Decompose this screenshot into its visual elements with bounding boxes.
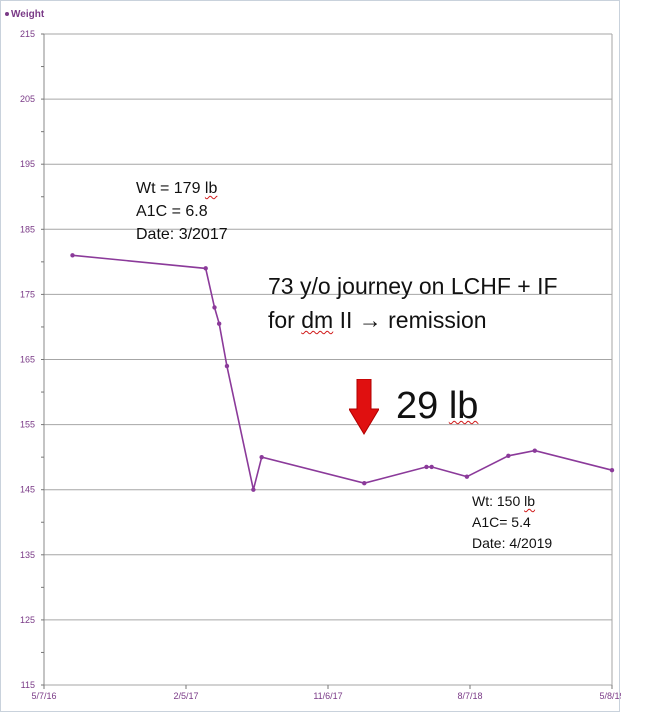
annotation-title: 73 y/o journey on LCHF + IF for dm II → … (268, 269, 558, 337)
data-point-weight (259, 454, 264, 460)
x-tick-label: 8/7/18 (457, 691, 482, 701)
data-point-weight (362, 480, 367, 486)
legend-label: Weight (11, 9, 45, 20)
annotation-start: Wt = 179 lb A1C = 6.8 Date: 3/2017 (136, 177, 228, 246)
data-point-weight (532, 448, 537, 453)
data-point-weight (203, 266, 208, 271)
data-point-weight (506, 453, 511, 459)
x-tick-label: 11/6/17 (313, 691, 342, 701)
annotation-end: Wt: 150 lb A1C= 5.4 Date: 4/2019 (472, 491, 552, 554)
data-point-weight (464, 474, 470, 479)
x-tick-label: 5/8/19 (599, 691, 621, 701)
y-tick-label: 135 (20, 550, 35, 560)
y-tick-label: 115 (21, 680, 35, 690)
y-tick-label: 205 (20, 94, 35, 104)
x-tick-label: 5/7/16 (31, 691, 56, 701)
grid-lines (43, 33, 613, 686)
annotation-start-date: Date: 3/2017 (136, 226, 228, 243)
y-tick-label: 165 (20, 355, 35, 365)
y-tick-label: 185 (20, 224, 35, 234)
annotation-start-weight: Wt = 179 lb (136, 180, 218, 197)
data-point-weight (224, 363, 230, 369)
x-tick-label: 2/5/17 (173, 691, 198, 701)
data-point-weight (429, 464, 434, 470)
y-tick-label: 195 (20, 159, 35, 169)
annotation-start-a1c: A1C = 6.8 (136, 203, 208, 220)
annotation-end-weight: Wt: 150 lb (472, 493, 536, 509)
y-tick-label: 175 (20, 289, 35, 299)
annotation-title-line2: for dm II → remission (268, 307, 487, 333)
data-point-weight (216, 321, 222, 326)
series-line-weight (72, 254, 613, 490)
legend-marker-icon (5, 12, 9, 17)
y-tick-label: 215 (20, 29, 35, 39)
y-tick-label: 155 (20, 420, 35, 430)
weight-chart: 115 125 135 145 155 165 175 185 195 205 215 5/7/16 2… (20, 29, 621, 701)
annotation-weight-loss: 29 lb (396, 385, 479, 427)
data-point-weight (609, 467, 615, 473)
annotation-end-a1c: A1C= 5.4 (472, 514, 531, 530)
series-weight (70, 253, 615, 492)
data-point-weight (70, 253, 75, 258)
y-tick-label: 125 (20, 615, 35, 625)
y-tick-label: 145 (20, 485, 35, 495)
axis-ticks: 115 125 135 145 155 165 175 185 195 205 215 5/7/16 2… (20, 29, 621, 701)
data-point-weight (424, 464, 429, 470)
legend: Weight (5, 9, 44, 20)
down-arrow-icon (349, 379, 379, 435)
data-point-weight (251, 487, 256, 492)
data-point-weight (212, 305, 217, 310)
chart-frame: 115 125 135 145 155 165 175 185 195 205 215 5/7/16 2… (0, 0, 621, 712)
annotation-title-line1: 73 y/o journey on LCHF + IF (268, 273, 558, 299)
annotation-end-date: Date: 4/2019 (472, 535, 553, 551)
